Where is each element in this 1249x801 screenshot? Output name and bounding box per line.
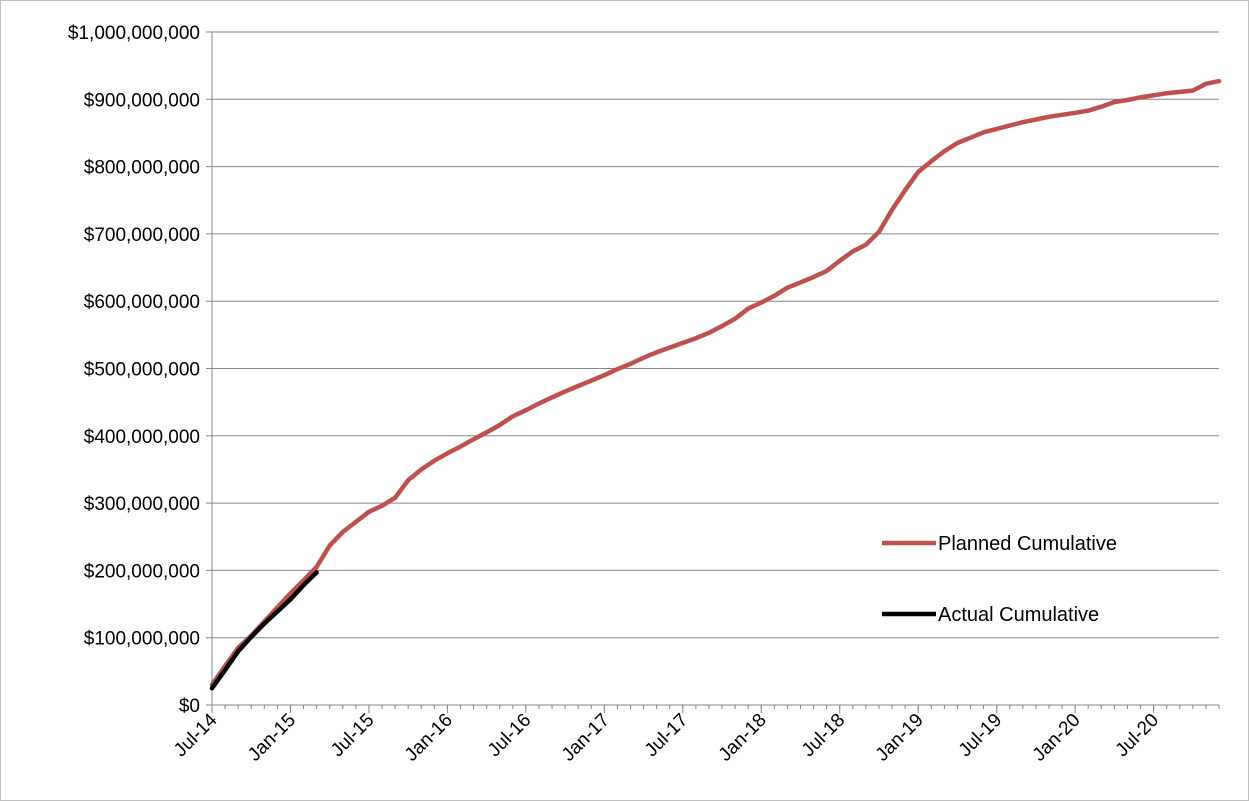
x-tick-label: Jul-17 xyxy=(641,710,692,761)
legend-label: Actual Cumulative xyxy=(938,604,1099,626)
x-tick-label: Jul-18 xyxy=(798,710,849,761)
y-tick-label: $300,000,000 xyxy=(84,494,200,515)
legend-label: Planned Cumulative xyxy=(938,533,1117,555)
legend: Planned Cumulative Actual Cumulative xyxy=(882,533,1117,626)
y-tick-label: $500,000,000 xyxy=(84,360,200,381)
y-tick-label: $600,000,000 xyxy=(84,292,200,313)
x-tick-label: Jan-15 xyxy=(244,710,300,766)
y-tick-label: $700,000,000 xyxy=(84,225,200,246)
x-tick-label: Jan-17 xyxy=(558,710,614,766)
series-line-planned-cumulative xyxy=(209,78,1222,688)
x-tick-label: Jan-18 xyxy=(715,710,771,766)
x-tick-label: Jul-19 xyxy=(955,710,1006,761)
x-tick-label: Jan-16 xyxy=(401,710,457,766)
x-tick-label: Jul-14 xyxy=(170,709,222,761)
y-tick-label: $400,000,000 xyxy=(84,427,200,448)
y-tick-label: $0 xyxy=(179,696,200,717)
y-tick-label: $100,000,000 xyxy=(84,629,200,650)
y-tick-label: $900,000,000 xyxy=(84,90,200,111)
series-line-actual-cumulative xyxy=(209,570,319,691)
y-axis-ticks: $0 $100,000,000 $200,000,000 $300,000,000 $4… xyxy=(68,23,212,717)
x-tick-label: Jan-19 xyxy=(872,710,928,766)
series-layer xyxy=(209,78,1222,691)
x-tick-label: Jul-20 xyxy=(1112,710,1163,761)
y-tick-label: $1,000,000,000 xyxy=(68,23,200,44)
gridlines xyxy=(212,31,1219,639)
x-tick-label: Jul-16 xyxy=(484,710,535,761)
x-tick-label: Jan-20 xyxy=(1029,710,1085,766)
y-tick-label: $800,000,000 xyxy=(84,158,200,179)
x-axis-ticks: Jul-14 Jan-15 Jul-15 Jan-16 Jul-16 Jan-17 Jul-… xyxy=(170,705,1220,766)
x-tick-label: Jul-15 xyxy=(327,710,378,761)
y-tick-label: $200,000,000 xyxy=(84,561,200,582)
